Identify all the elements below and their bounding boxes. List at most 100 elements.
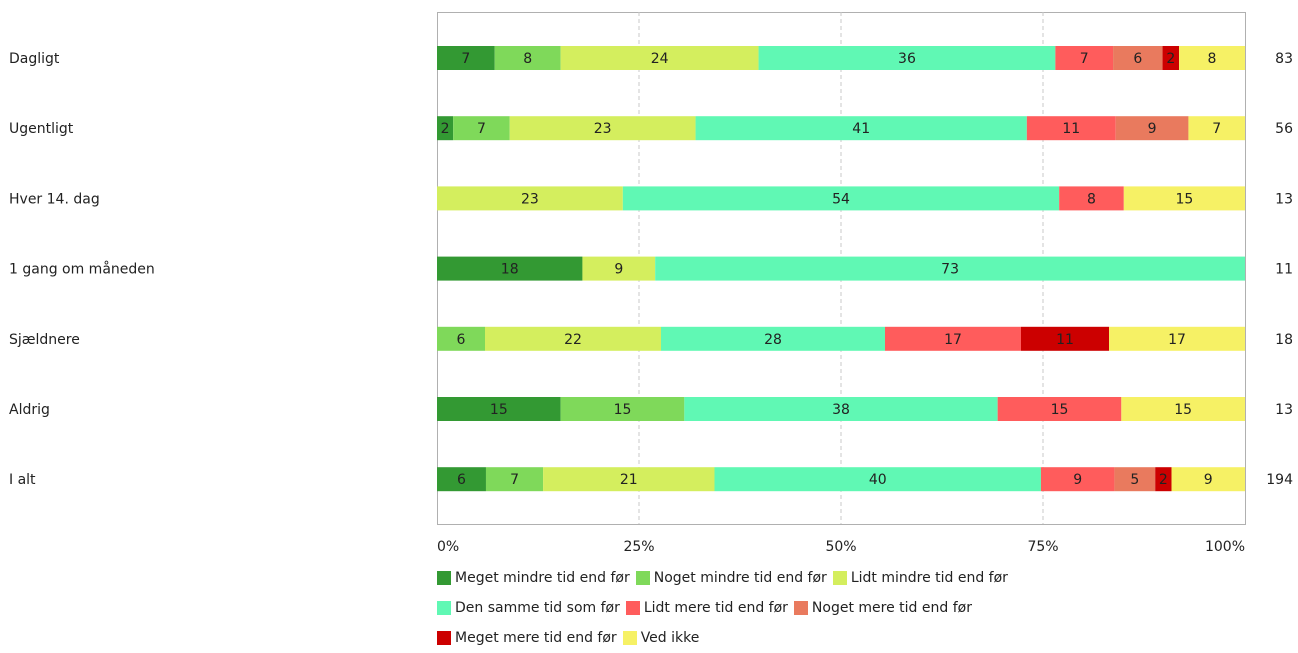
category-label: Sjældnere <box>9 332 80 348</box>
category-label: I alt <box>9 472 36 488</box>
data-label: 8 <box>1087 191 1096 207</box>
data-label: 8 <box>523 51 532 67</box>
legend-label: Den samme tid som før <box>455 600 620 616</box>
legend-item: Lidt mere tid end før <box>625 600 788 616</box>
row-total-label: 18 <box>1275 332 1293 348</box>
data-label: 28 <box>764 332 782 348</box>
row-total-label: 56 <box>1275 121 1293 137</box>
legend-item: Noget mere tid end før <box>793 600 972 616</box>
data-label: 6 <box>1133 51 1142 67</box>
legend-item: Noget mindre tid end før <box>635 570 827 586</box>
bar-segment <box>453 116 510 141</box>
category-label: Aldrig <box>9 402 50 418</box>
bar-segment <box>1040 467 1115 492</box>
data-label: 22 <box>564 332 582 348</box>
category-label: Dagligt <box>9 51 60 67</box>
bar-segment <box>437 326 485 351</box>
data-label: 2 <box>1166 51 1175 67</box>
bar-segment <box>1059 186 1124 211</box>
bar-segment <box>1021 326 1109 351</box>
legend-swatch <box>437 571 451 585</box>
bar-segment <box>582 256 656 281</box>
data-label: 23 <box>594 121 612 137</box>
data-label: 7 <box>1212 121 1221 137</box>
data-label: 7 <box>510 472 519 488</box>
bar-segment <box>509 116 696 141</box>
data-label: 5 <box>1130 472 1139 488</box>
data-label: 7 <box>461 51 470 67</box>
legend-swatch <box>793 601 808 615</box>
bar-segment <box>1113 46 1163 70</box>
row-total-label: 13 <box>1275 191 1293 207</box>
legend-item: Meget mere tid end før <box>437 630 617 646</box>
data-label: 11 <box>1062 121 1080 137</box>
bar-segment <box>1179 46 1245 70</box>
x-tick-label: 50% <box>825 539 856 555</box>
bar-segment <box>560 46 759 70</box>
data-label: 21 <box>620 472 638 488</box>
bar-segment <box>1171 467 1245 492</box>
bar-segment <box>661 326 885 351</box>
data-label: 11 <box>1056 332 1074 348</box>
bar-segment <box>485 467 544 492</box>
category-label: Ugentligt <box>9 121 74 137</box>
data-label: 6 <box>457 332 466 348</box>
legend-item: Ved ikke <box>622 630 700 646</box>
category-label: 1 gang om måneden <box>9 261 155 278</box>
legend-item: Lidt mindre tid end før <box>832 570 1008 586</box>
legend-row: Meget mere tid end før Ved ikke <box>437 623 1137 653</box>
legend-swatch <box>437 601 451 615</box>
legend-label: Lidt mindre tid end før <box>850 570 1008 586</box>
bar-segment <box>543 467 715 492</box>
row-total-label: 83 <box>1275 51 1293 67</box>
data-label: 6 <box>457 472 466 488</box>
data-label: 2 <box>1159 472 1168 488</box>
data-label: 9 <box>1148 121 1157 137</box>
x-tick-label: 100% <box>1205 539 1245 555</box>
legend-label: Meget mere tid end før <box>455 630 617 646</box>
bar-segment <box>1109 326 1245 351</box>
chart-legend: Meget mindre tid end før Noget mindre tid… <box>437 563 1137 653</box>
legend-item: Meget mindre tid end før <box>437 570 630 586</box>
data-label: 24 <box>651 51 669 67</box>
data-label: 15 <box>1051 402 1069 418</box>
bar-segment <box>684 397 998 421</box>
legend-item: Den samme tid som før <box>437 600 620 616</box>
bar-segment <box>714 467 1041 492</box>
legend-swatch <box>832 571 847 585</box>
bar-segment <box>1188 116 1245 141</box>
data-label: 36 <box>898 51 916 67</box>
legend-label: Noget mere tid end før <box>811 600 972 616</box>
bar-segment <box>437 397 561 421</box>
data-label: 41 <box>852 121 870 137</box>
x-tick-label: 25% <box>623 539 654 555</box>
data-label: 40 <box>869 472 887 488</box>
data-label: 2 <box>441 121 450 137</box>
data-label: 7 <box>1080 51 1089 67</box>
bar-segment <box>758 46 1056 70</box>
legend-label: Lidt mere tid end før <box>643 600 788 616</box>
bar-segment <box>695 116 1027 141</box>
data-label: 54 <box>832 191 850 207</box>
bar-segment <box>1115 116 1189 141</box>
legend-label: Ved ikke <box>640 630 700 646</box>
data-label: 18 <box>501 262 519 278</box>
x-tick-label: 0% <box>437 539 459 555</box>
bar-segment <box>1123 186 1245 211</box>
bar-segment <box>1121 397 1245 421</box>
bar-segment <box>655 256 1245 281</box>
stacked-bar-chart: 0% 25% 50% 75% 100%Dagligt 837 8 24 36 7 6 2 8Ugentl… <box>9 12 1293 555</box>
bar-segment <box>1155 467 1172 492</box>
bar-segment <box>437 256 583 281</box>
data-label: 9 <box>1204 472 1213 488</box>
bar-segment <box>437 467 486 492</box>
data-label: 17 <box>944 332 962 348</box>
legend-swatch <box>622 631 637 645</box>
row-total-label: 11 <box>1275 262 1293 278</box>
legend-swatch <box>635 571 650 585</box>
category-label: Hver 14. dag <box>9 191 100 207</box>
bar-segment <box>1055 46 1114 70</box>
data-label: 17 <box>1168 332 1186 348</box>
bar-segment <box>885 326 1021 351</box>
bar-segment <box>494 46 561 70</box>
